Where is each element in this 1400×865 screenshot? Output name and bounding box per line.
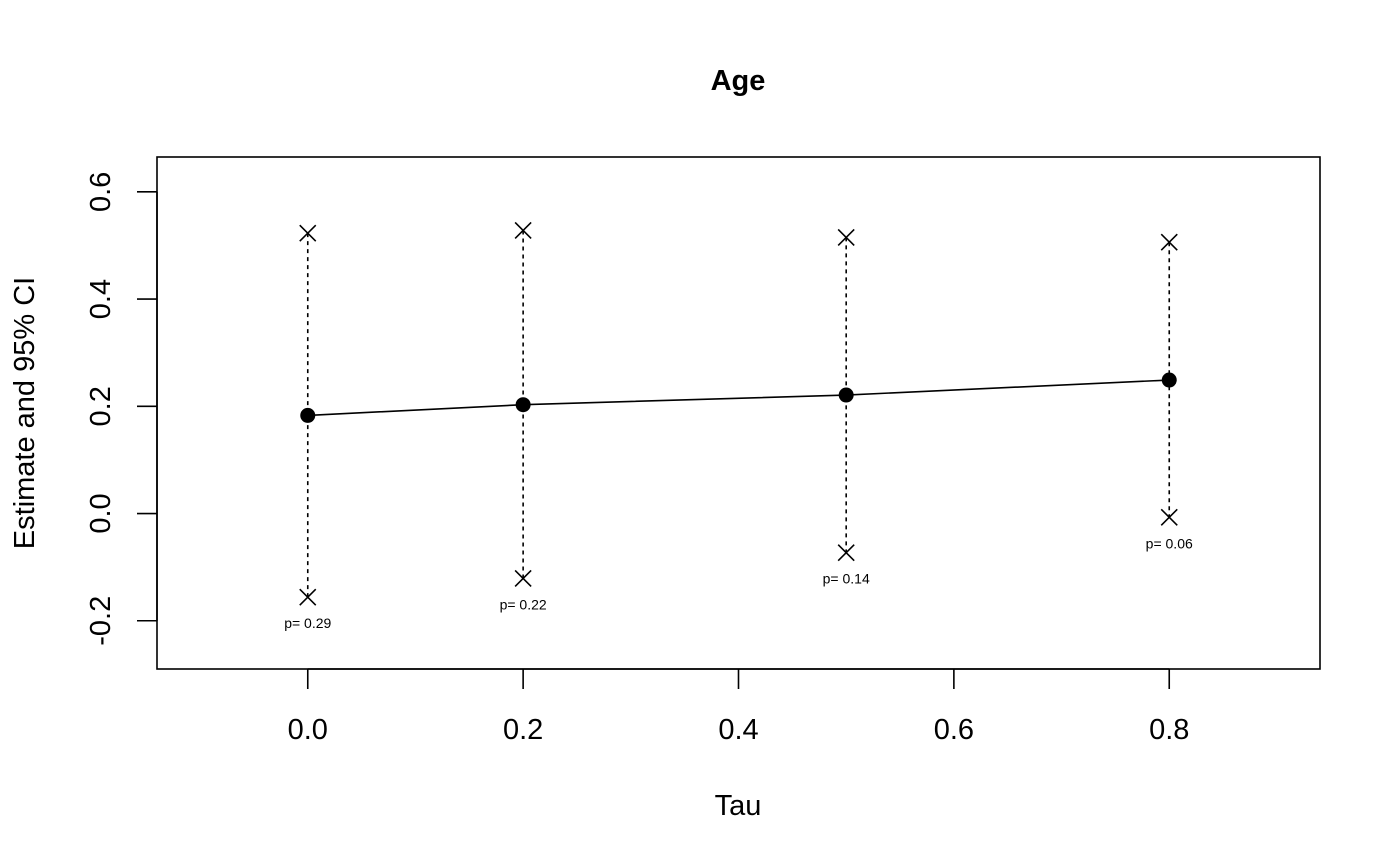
ci-upper-marker xyxy=(837,228,855,246)
p-value-label: p= 0.06 xyxy=(1146,535,1193,551)
p-value-labels: p= 0.29 p= 0.22 p= 0.14 p= 0.06 xyxy=(284,535,1193,631)
estimate-point xyxy=(1161,372,1177,388)
y-tick-label: 0.0 xyxy=(85,493,117,533)
estimate-point xyxy=(300,407,316,423)
x-tick-label: 0.2 xyxy=(503,714,543,746)
x-axis: 0.0 0.2 0.4 0.6 0.8 xyxy=(288,668,1189,746)
estimate-line xyxy=(307,379,1170,417)
p-value-label: p= 0.14 xyxy=(823,571,870,587)
y-tick-label: 0.2 xyxy=(85,386,117,426)
x-axis-label: Tau xyxy=(715,790,762,822)
ci-upper-marker xyxy=(299,224,317,242)
x-tick-label: 0.8 xyxy=(1149,714,1189,746)
chart-title: Age xyxy=(711,65,766,97)
p-value-label: p= 0.29 xyxy=(284,615,331,631)
x-tick-label: 0.6 xyxy=(934,714,974,746)
ci-lower-marker xyxy=(299,588,317,606)
y-tick-label: -0.2 xyxy=(85,596,117,646)
y-tick-label: 0.6 xyxy=(85,172,117,212)
x-tick-label: 0.0 xyxy=(288,714,328,746)
p-value-label: p= 0.22 xyxy=(500,596,547,612)
y-tick-label: 0.4 xyxy=(85,279,117,319)
ci-upper-marker xyxy=(514,221,532,240)
ci-upper-marker xyxy=(1160,233,1178,251)
ci-lower-marker xyxy=(1160,508,1178,526)
ci-lower-marker xyxy=(514,569,532,587)
ci-lower-marker xyxy=(837,544,855,562)
estimate-point xyxy=(838,387,854,403)
y-axis-label: Estimate and 95% CI xyxy=(9,277,41,549)
x-tick-label: 0.4 xyxy=(718,714,758,746)
confidence-intervals xyxy=(299,221,1178,606)
estimate-point xyxy=(515,397,531,413)
estimate-points xyxy=(300,372,1177,423)
plot-frame xyxy=(156,156,1321,670)
y-axis: -0.2 0.0 0.2 0.4 0.6 xyxy=(85,172,158,646)
